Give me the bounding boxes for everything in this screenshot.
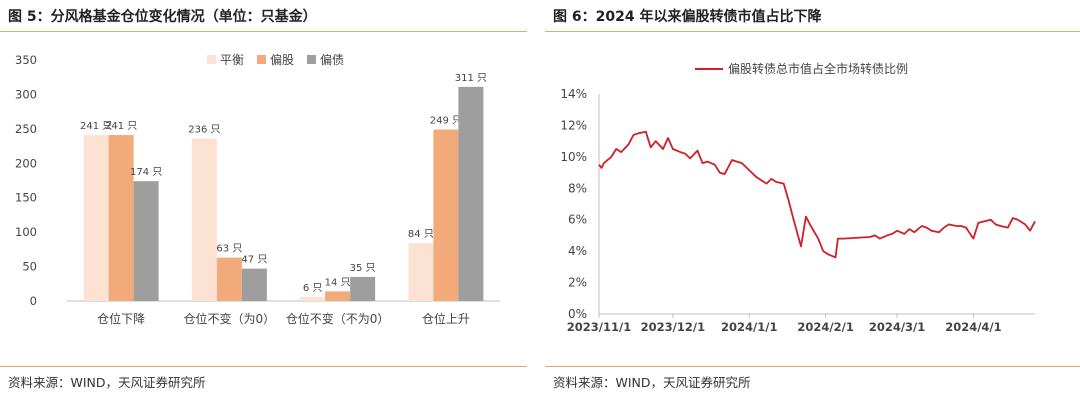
left-source-note: 资料来源：WIND，天风证券研究所 — [8, 375, 206, 390]
bar-data-label-1-1: 63 只 — [216, 244, 242, 255]
legend-label-0: 偏股转债总市值占全市场转债比例 — [728, 61, 908, 76]
right-bottom-rule — [545, 366, 1080, 367]
y-tick-label-4: 200 — [15, 156, 37, 170]
x-category-label-2: 仓位不变（不为0） — [286, 311, 390, 326]
bar-data-label-1-0: 241 只 — [105, 121, 137, 132]
bar-1-1 — [216, 257, 242, 301]
legend-label-0: 平衡 — [220, 53, 244, 67]
y-tick-label-6: 300 — [15, 87, 37, 101]
y-tick-label-0: 0% — [568, 307, 587, 321]
bar-0-3 — [408, 243, 434, 301]
y-tick-label-5: 250 — [15, 122, 37, 136]
bar-data-label-0-0: 241 只 — [80, 121, 112, 132]
bar-1-3 — [433, 129, 459, 301]
x-category-label-0: 仓位下降 — [97, 311, 145, 326]
bar-0-2 — [300, 296, 326, 301]
right-chart-title: 图 6：2024 年以来偏股转债市值占比下降 — [553, 9, 822, 25]
y-tick-label-4: 8% — [568, 181, 587, 195]
bar-1-0 — [108, 135, 134, 301]
bar-2-1 — [241, 268, 267, 301]
y-tick-label-7: 14% — [560, 87, 587, 101]
bar-data-label-0-1: 236 只 — [188, 124, 220, 135]
bar-2-2 — [350, 276, 376, 301]
bar-data-label-2-0: 174 只 — [130, 167, 162, 178]
right-top-rule — [545, 31, 1080, 32]
x-tick-label-2: 2024/1/1 — [721, 320, 777, 334]
y-tick-label-6: 12% — [560, 118, 587, 132]
right-chart-panel: 图 6：2024 年以来偏股转债市值占比下降 0% 2% 4% 6% 8% 10% 12% 1… — [545, 0, 1080, 400]
bar-data-label-2-3: 311 只 — [455, 73, 487, 84]
left-chart-title: 图 5：分风格基金仓位变化情况（单位：只基金） — [8, 9, 317, 25]
x-tick-label-3: 2024/2/1 — [797, 320, 853, 334]
bar-0-0 — [83, 135, 109, 301]
bar-data-label-1-2: 14 只 — [325, 277, 351, 288]
y-tick-label-1: 50 — [22, 260, 37, 274]
y-tick-label-2: 100 — [15, 225, 37, 239]
x-tick-label-0: 2023/11/1 — [567, 320, 631, 334]
x-tick-label-1: 2023/12/1 — [641, 320, 705, 334]
y-tick-label-3: 150 — [15, 191, 37, 205]
y-tick-label-7: 350 — [15, 53, 37, 67]
x-tick-label-5: 2024/4/1 — [945, 320, 1001, 334]
legend-label-1: 偏股 — [270, 52, 294, 67]
legend-label-2: 偏债 — [320, 52, 344, 67]
bar-2-3 — [458, 86, 484, 302]
x-category-label-3: 仓位上升 — [422, 311, 470, 326]
bar-data-label-0-3: 84 只 — [408, 229, 434, 240]
bar-data-label-0-2: 6 只 — [303, 283, 323, 294]
y-tick-label-0: 0 — [30, 294, 37, 308]
bar-data-label-2-2: 35 只 — [350, 263, 376, 274]
left-chart-panel: 图 5：分风格基金仓位变化情况（单位：只基金） 0 50 100 150 200 250 3… — [0, 0, 527, 400]
x-category-label-1: 仓位不变（为0） — [184, 311, 276, 326]
y-tick-label-1: 2% — [568, 276, 587, 290]
right-source-note: 资料来源：WIND，天风证券研究所 — [553, 375, 751, 390]
y-tick-label-5: 10% — [560, 150, 587, 164]
bar-1-2 — [325, 291, 351, 301]
y-tick-label-2: 4% — [568, 244, 587, 258]
left-top-rule — [0, 31, 527, 32]
legend-swatch-1 — [257, 55, 266, 64]
legend-swatch-2 — [307, 55, 316, 64]
bar-2-0 — [133, 181, 159, 301]
series-line-0 — [598, 130, 1036, 259]
bar-data-label-2-1: 47 只 — [241, 255, 267, 266]
bar-0-1 — [191, 138, 217, 301]
line-chart: 0% 2% 4% 6% 8% 10% 12% 14% 2023/11/1 2023/12/1 202… — [560, 61, 1036, 334]
y-tick-label-3: 6% — [568, 213, 587, 227]
left-bottom-rule — [0, 366, 527, 367]
bar-data-label-1-3: 249 只 — [430, 116, 462, 127]
legend-swatch-0 — [207, 55, 216, 64]
x-tick-label-4: 2024/3/1 — [869, 320, 925, 334]
